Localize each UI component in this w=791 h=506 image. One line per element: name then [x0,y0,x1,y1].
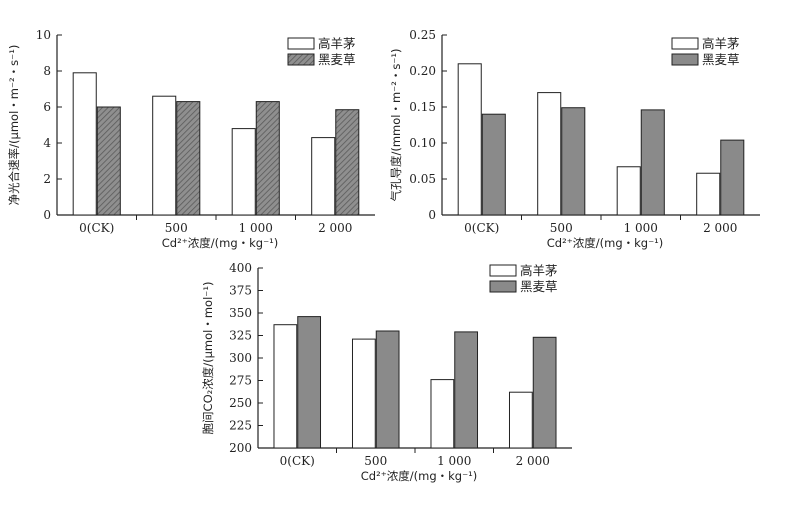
bar-2-4 [335,109,360,216]
chart-3: 200 225 250 275 300 325 350 375 400 0(CK) 500 1 000… [201,261,572,483]
bar-2-3 [640,109,665,216]
y-tick-label: 0.25 [409,28,436,42]
y-tick-label: 2 [43,172,51,186]
bar-2-1 [481,113,506,216]
y-axis-title: 净光合速率/(μmol・m⁻²・s⁻¹) [7,45,21,206]
y-tick-label: 375 [229,284,252,298]
y-tick-label: 8 [43,64,51,78]
x-tick-label: 1 000 [239,221,273,235]
chart-2: 0 0.05 0.10 0.15 0.20 0.25 0(CK) 500 1 000 2 000 C… [389,28,760,250]
y-tick-label: 0.20 [409,64,436,78]
legend-label-2: 黑麦草 [520,279,558,294]
y-tick-label: 0.05 [409,172,436,186]
bar-1-2 [537,92,562,216]
y-tick-label: 4 [43,136,51,150]
legend-label-2: 黑麦草 [702,52,740,67]
x-tick-label: 500 [550,221,573,235]
legend-swatch-2 [287,53,315,66]
y-tick-label: 0 [428,208,436,222]
bar-1-3 [430,379,455,449]
y-tick-label: 10 [36,28,51,42]
y-tick-label: 200 [229,441,252,455]
x-axis-title: Cd²⁺浓度/(mg・kg⁻¹) [547,236,664,250]
bar-1-3 [231,128,256,216]
legend-swatch-1 [489,264,517,277]
y-tick-label: 350 [229,306,252,320]
x-tick-label: 500 [364,454,387,468]
bar-1-4 [508,391,533,449]
legend-label-2: 黑麦草 [318,52,356,67]
bar-1-2 [351,338,376,449]
bar-2-1 [96,106,121,216]
legend-swatch-2 [671,53,699,66]
x-axis-title: Cd²⁺浓度/(mg・kg⁻¹) [361,469,478,483]
legend-label-1: 高羊茅 [520,263,558,278]
x-tick-label: 2 000 [516,454,550,468]
bar-1-4 [311,137,336,216]
x-tick-label: 0(CK) [79,221,114,235]
bar-2-2 [176,101,201,216]
y-tick-label: 250 [229,396,252,410]
legend-label-1: 高羊茅 [318,36,356,51]
bar-1-1 [457,63,482,216]
x-tick-label: 2 000 [703,221,737,235]
x-tick-label: 2 000 [318,221,352,235]
x-tick-label: 0(CK) [280,454,315,468]
bar-1-1 [273,324,298,449]
y-tick-label: 0.10 [409,136,436,150]
y-tick-label: 225 [229,419,252,433]
x-tick-label: 1 000 [437,454,471,468]
bar-2-1 [297,316,322,449]
bar-2-4 [532,336,557,449]
legend-swatch-1 [287,37,315,50]
bar-2-2 [561,107,586,216]
legend-swatch-1 [671,37,699,50]
x-tick-label: 0(CK) [464,221,499,235]
x-axis-title: Cd²⁺浓度/(mg・kg⁻¹) [162,236,279,250]
legend-swatch-2 [489,280,517,293]
bar-2-4 [720,139,745,216]
bar-1-2 [152,95,177,216]
y-tick-label: 0.15 [409,100,436,114]
y-tick-label: 275 [229,374,252,388]
bar-2-3 [454,331,479,449]
y-tick-label: 6 [43,100,51,114]
bar-1-3 [616,166,641,216]
bar-1-1 [72,72,97,216]
legend-label-1: 高羊茅 [702,36,740,51]
x-tick-label: 500 [165,221,188,235]
bar-1-4 [696,172,721,216]
bar-2-3 [255,101,280,216]
y-tick-label: 400 [229,261,252,275]
bar-2-2 [375,330,400,449]
x-tick-label: 1 000 [624,221,658,235]
y-tick-label: 325 [229,329,252,343]
y-tick-label: 300 [229,351,252,365]
y-tick-label: 0 [43,208,51,222]
chart-1: 0 2 4 6 8 10 0(CK) 500 1 000 2 000 Cd²⁺浓度/(mg・kg⁻¹… [7,28,375,250]
y-axis-title: 胞间CO₂浓度/(μmol・mol⁻¹) [201,282,215,435]
y-axis-title: 气孔导度/(mmol・m⁻²・s⁻¹) [389,48,403,201]
